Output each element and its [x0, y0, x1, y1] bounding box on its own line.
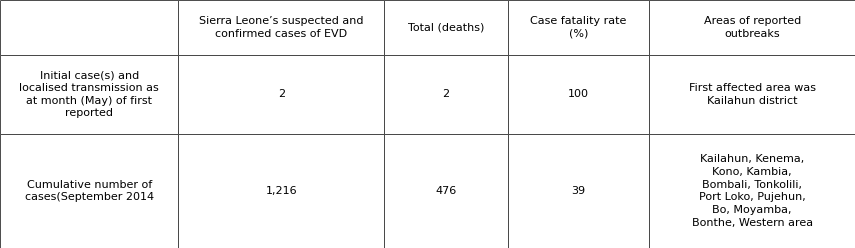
Text: Kailahun, Kenema,
Kono, Kambia,
Bombali, Tonkolili,
Port Loko, Pujehun,
Bo, Moya: Kailahun, Kenema, Kono, Kambia, Bombali,…	[692, 154, 813, 228]
Text: First affected area was
Kailahun district: First affected area was Kailahun distric…	[688, 83, 816, 106]
Text: 2: 2	[278, 89, 285, 99]
Text: 476: 476	[435, 186, 457, 196]
Text: Case fatality rate
(%): Case fatality rate (%)	[530, 16, 627, 39]
Text: Initial case(s) and
localised transmission as
at month (May) of first
reported: Initial case(s) and localised transmissi…	[20, 70, 159, 119]
Text: Sierra Leone’s suspected and
confirmed cases of EVD: Sierra Leone’s suspected and confirmed c…	[199, 16, 363, 39]
Text: 1,216: 1,216	[265, 186, 297, 196]
Text: Areas of reported
outbreaks: Areas of reported outbreaks	[704, 16, 801, 39]
Text: 100: 100	[568, 89, 589, 99]
Text: Total (deaths): Total (deaths)	[408, 22, 484, 32]
Text: 39: 39	[571, 186, 586, 196]
Text: Cumulative number of
cases(September 2014: Cumulative number of cases(September 201…	[25, 180, 154, 202]
Text: 2: 2	[442, 89, 450, 99]
